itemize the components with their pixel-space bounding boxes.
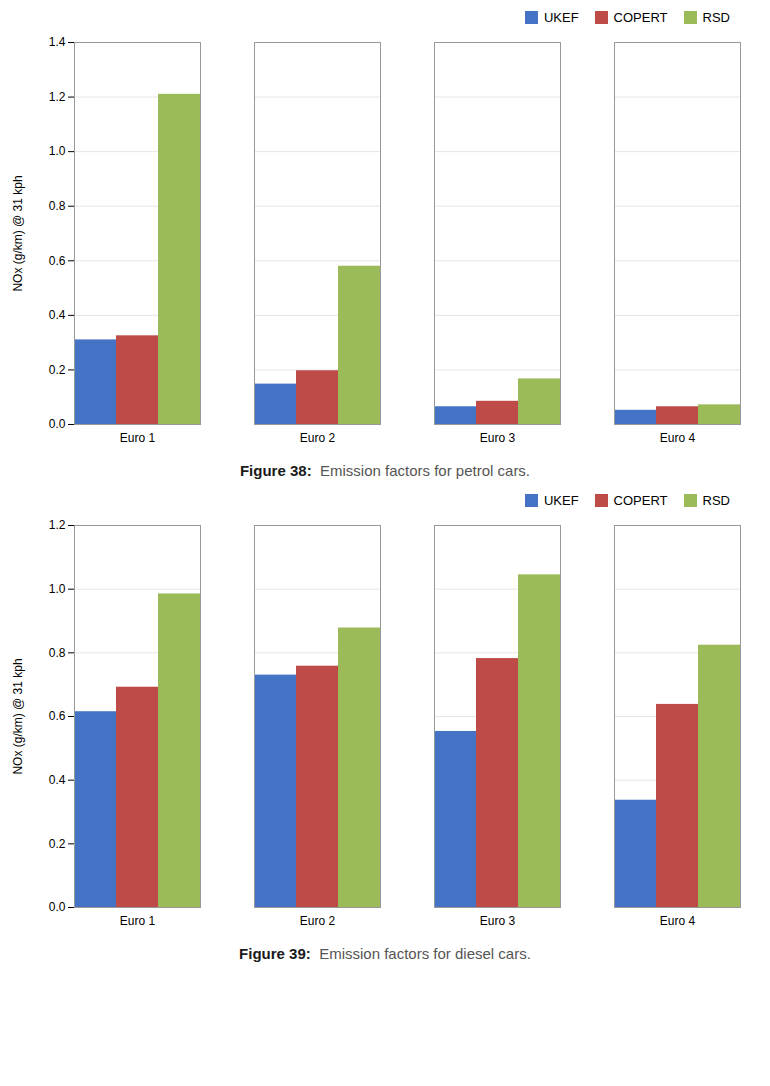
- svg-text:1.0: 1.0: [49, 582, 66, 596]
- svg-text:0.4: 0.4: [49, 308, 66, 322]
- html-text:UKEF: UKEF: [543, 492, 579, 508]
- svg-text:0.6: 0.6: [49, 254, 66, 268]
- svg-text:1.2: 1.2: [49, 90, 66, 104]
- svg-text:NOx (g/km) @ 31 kph: NOx (g/km) @ 31 kph: [11, 658, 25, 774]
- svg-text:0.0: 0.0: [49, 417, 66, 431]
- svg-text:Euro 2: Euro 2: [300, 914, 336, 928]
- svg-text:Euro 4: Euro 4: [660, 431, 696, 445]
- html-text:COPERT: COPERT: [613, 492, 668, 508]
- svg-text:Euro 4: Euro 4: [660, 914, 696, 928]
- svg-text:0.8: 0.8: [49, 199, 66, 213]
- svg-text:Euro 1: Euro 1: [120, 914, 156, 928]
- svg-text:0.2: 0.2: [49, 363, 66, 377]
- html-text:UKEF: UKEF: [543, 9, 579, 25]
- html-text:RSD: RSD: [702, 9, 730, 25]
- svg-text:Euro 1: Euro 1: [120, 431, 156, 445]
- svg-text:0.6: 0.6: [49, 709, 66, 723]
- svg-text:1.2: 1.2: [49, 518, 66, 532]
- html-text:Figure 38: Emission factors fo: Figure 38: Emission factors for petrol c…: [240, 462, 530, 479]
- svg-text:1.0: 1.0: [49, 144, 66, 158]
- svg-text:Euro 3: Euro 3: [480, 431, 516, 445]
- html-text:COPERT: COPERT: [613, 9, 668, 25]
- svg-text:0.2: 0.2: [49, 837, 66, 851]
- svg-text:NOx (g/km) @ 31 kph: NOx (g/km) @ 31 kph: [11, 175, 25, 291]
- svg-text:Euro 3: Euro 3: [480, 914, 516, 928]
- svg-text:0.8: 0.8: [49, 646, 66, 660]
- svg-text:1.4: 1.4: [49, 35, 66, 49]
- svg-text:0.4: 0.4: [49, 773, 66, 787]
- html-text:RSD: RSD: [702, 492, 730, 508]
- svg-text:0.0: 0.0: [49, 900, 66, 914]
- svg-text:Euro 2: Euro 2: [300, 431, 336, 445]
- html-text:Figure 39: Emission factors fo: Figure 39: Emission factors for diesel c…: [239, 945, 531, 962]
